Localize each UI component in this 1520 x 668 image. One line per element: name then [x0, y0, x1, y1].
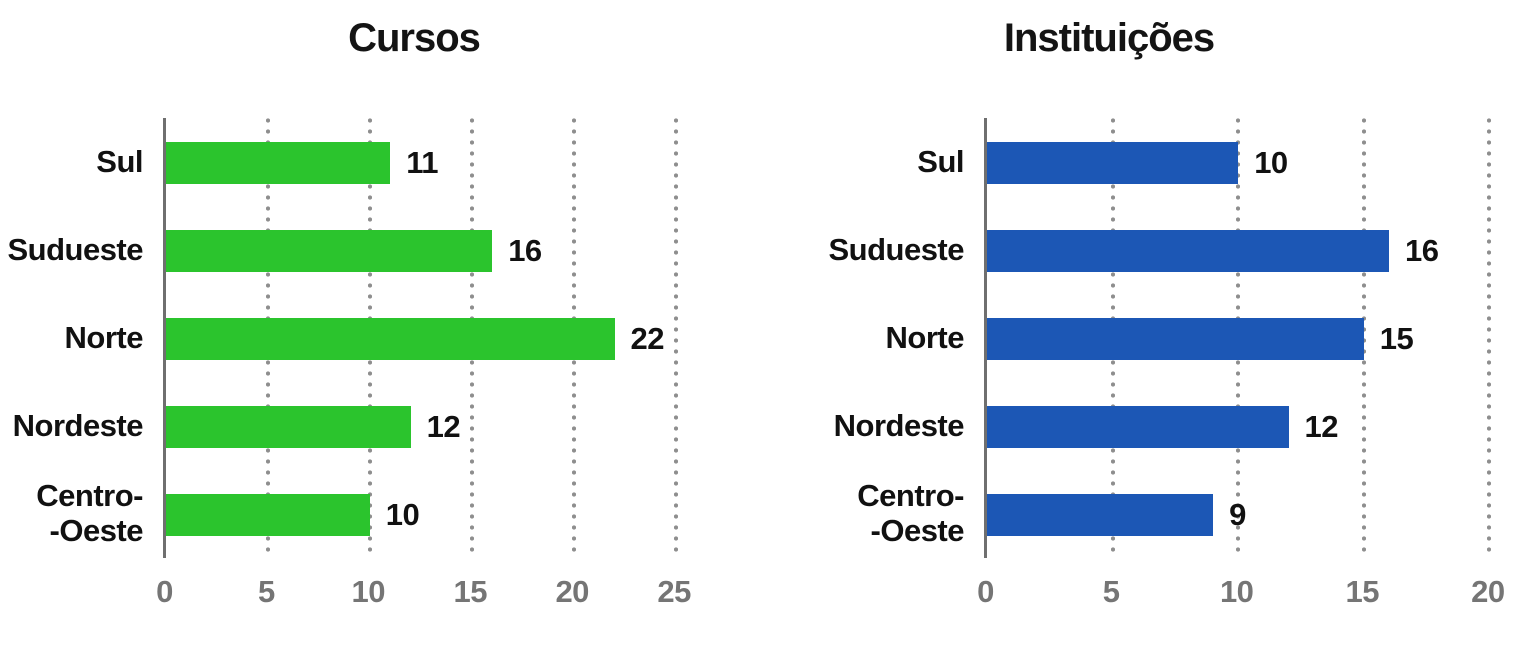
bar-value-label: 22 [630, 321, 665, 356]
x-tick-label: 10 [351, 574, 386, 609]
bar [166, 318, 615, 360]
x-tick-label: 5 [258, 574, 275, 609]
gridline [1487, 118, 1492, 558]
plot-area: 10 16 15 12 9 [984, 118, 1502, 558]
x-tick-label: 15 [1345, 574, 1380, 609]
bar [987, 494, 1214, 536]
category-label: Sudueste [828, 231, 964, 267]
x-tick-label: 20 [555, 574, 589, 609]
category-label: Norte [64, 319, 144, 355]
bar-value-label: 12 [1304, 409, 1339, 444]
bar [166, 142, 391, 184]
bar [166, 494, 370, 536]
bar [987, 230, 1389, 272]
bar [987, 318, 1364, 360]
chart-title: Cursos [348, 16, 481, 60]
bar-value-label: 9 [1229, 497, 1246, 532]
category-label: Centro- -Oeste [857, 478, 964, 548]
x-tick-label: 0 [156, 574, 173, 609]
category-label: Nordeste [833, 407, 965, 443]
bar-value-label: 10 [1254, 145, 1288, 180]
gridline [673, 118, 678, 558]
bar [987, 406, 1289, 448]
x-tick-label: 25 [657, 574, 691, 609]
x-tick-label: 20 [1471, 574, 1505, 609]
bar-value-label: 12 [426, 409, 461, 444]
category-label: Nordeste [12, 407, 144, 443]
chart-title: Instituições [1003, 16, 1215, 60]
category-label: Sudueste [7, 231, 143, 267]
bar-value-label: 11 [406, 145, 438, 180]
gridline [1361, 118, 1366, 558]
category-label: Centro- -Oeste [36, 478, 143, 548]
bar-value-label: 10 [385, 497, 420, 532]
bar-value-label: 16 [1405, 233, 1439, 268]
x-tick-label: 0 [977, 574, 994, 609]
bar [166, 406, 411, 448]
bar-value-label: 15 [1379, 321, 1414, 356]
category-label: Norte [885, 319, 965, 355]
x-tick-label: 10 [1219, 574, 1254, 609]
bar-value-label: 16 [508, 233, 542, 268]
x-tick-label: 15 [453, 574, 488, 609]
plot-area: 11 16 22 12 10 [163, 118, 696, 558]
bar [166, 230, 493, 272]
category-label: Sul [917, 143, 964, 179]
bar [987, 142, 1239, 184]
x-tick-label: 5 [1102, 574, 1120, 609]
category-label: Sul [96, 143, 143, 179]
